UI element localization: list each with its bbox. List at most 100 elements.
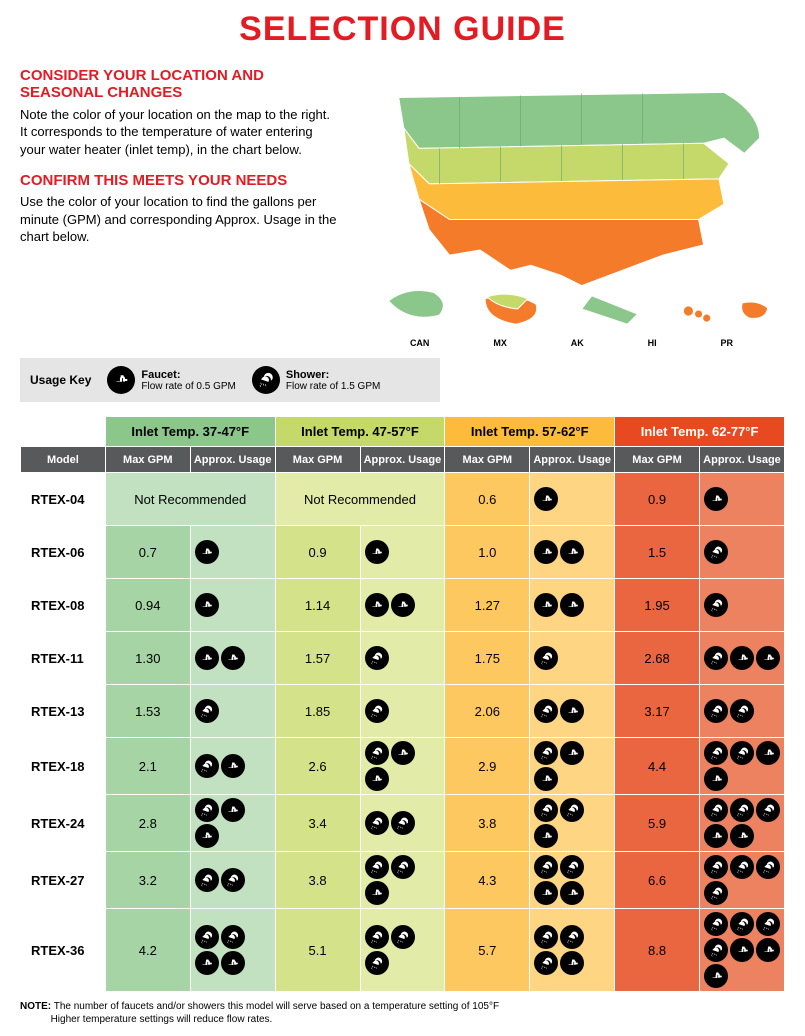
shower-icon: [221, 925, 245, 949]
faucet-icon: [534, 487, 558, 511]
shower-icon: [534, 798, 558, 822]
usage-cell: [360, 632, 445, 685]
usage-key-bar: Usage Key Faucet:Flow rate of 0.5 GPM Sh…: [20, 358, 440, 402]
gpm-cell: 5.7: [445, 909, 530, 992]
gpm-cell: 1.53: [105, 685, 190, 738]
gpm-cell: 1.5: [615, 526, 700, 579]
shower-icon: [730, 912, 754, 936]
gpm-cell: 4.2: [105, 909, 190, 992]
faucet-icon: [365, 881, 389, 905]
col-approx-usage: Approx. Usage: [530, 447, 615, 473]
faucet-icon: [195, 646, 219, 670]
faucet-icon: [756, 741, 780, 765]
shower-icon: [365, 646, 389, 670]
gpm-cell: 6.6: [615, 852, 700, 909]
table-row: RTEX-04Not RecommendedNot Recommended0.6…: [21, 473, 785, 526]
faucet-icon: [195, 951, 219, 975]
usage-cell: [530, 632, 615, 685]
usage-cell: [530, 738, 615, 795]
shower-icon: [704, 855, 728, 879]
usage-key-label: Usage Key: [30, 373, 91, 387]
table-row: RTEX-364.25.15.78.8: [21, 909, 785, 992]
gpm-cell: 1.14: [275, 579, 360, 632]
gpm-cell: 2.06: [445, 685, 530, 738]
usage-cell: [700, 795, 785, 852]
usage-cell: [700, 852, 785, 909]
zone-header-0: Inlet Temp. 37-47°F: [105, 417, 275, 447]
model-cell: RTEX-18: [21, 738, 106, 795]
usage-cell: [700, 685, 785, 738]
table-row: RTEX-131.531.852.063.17: [21, 685, 785, 738]
intro-head-1: CONSIDER YOUR LOCATION AND SEASONAL CHAN…: [20, 67, 340, 102]
intro-head-2: CONFIRM THIS MEETS YOUR NEEDS: [20, 172, 340, 189]
shower-icon: [560, 925, 584, 949]
usage-cell: [190, 579, 275, 632]
shower-icon: [560, 855, 584, 879]
col-max-gpm: Max GPM: [105, 447, 190, 473]
col-max-gpm: Max GPM: [615, 447, 700, 473]
faucet-icon: [560, 951, 584, 975]
model-header: Model: [21, 447, 106, 473]
faucet-icon: [534, 824, 558, 848]
faucet-icon: [221, 951, 245, 975]
gpm-cell: 1.30: [105, 632, 190, 685]
usage-cell: [530, 579, 615, 632]
faucet-icon: [560, 699, 584, 723]
gpm-cell: 3.4: [275, 795, 360, 852]
shower-icon: [704, 938, 728, 962]
zone-header-2: Inlet Temp. 57-62°F: [445, 417, 615, 447]
faucet-icon: [704, 824, 728, 848]
table-row: RTEX-242.83.43.85.9: [21, 795, 785, 852]
gpm-cell: 0.6: [445, 473, 530, 526]
model-cell: RTEX-13: [21, 685, 106, 738]
shower-icon: [704, 912, 728, 936]
intro-row: CONSIDER YOUR LOCATION AND SEASONAL CHAN…: [20, 67, 785, 348]
shower-icon: [704, 699, 728, 723]
gpm-cell: 1.85: [275, 685, 360, 738]
faucet-icon: [560, 593, 584, 617]
usage-cell: [190, 685, 275, 738]
shower-icon: [195, 699, 219, 723]
shower-icon: [756, 855, 780, 879]
shower-icon: [365, 811, 389, 835]
col-max-gpm: Max GPM: [275, 447, 360, 473]
shower-icon: [252, 366, 280, 394]
shower-icon: [195, 754, 219, 778]
faucet-icon: [756, 938, 780, 962]
usage-cell: [700, 579, 785, 632]
gpm-cell: 3.8: [275, 852, 360, 909]
model-cell: RTEX-24: [21, 795, 106, 852]
gpm-cell: 1.95: [615, 579, 700, 632]
gpm-cell: 3.2: [105, 852, 190, 909]
faucet-icon: [195, 540, 219, 564]
usa-map: [358, 67, 785, 331]
col-max-gpm: Max GPM: [445, 447, 530, 473]
gpm-cell: 4.4: [615, 738, 700, 795]
intro-para-1: Note the color of your location on the m…: [20, 106, 340, 159]
usage-cell: [700, 473, 785, 526]
faucet-icon: [365, 593, 389, 617]
usage-cell: [530, 795, 615, 852]
usage-cell: [190, 795, 275, 852]
faucet-icon: [730, 824, 754, 848]
faucet-icon: [391, 741, 415, 765]
model-cell: RTEX-36: [21, 909, 106, 992]
usage-cell: [530, 852, 615, 909]
shower-icon: [704, 881, 728, 905]
faucet-key-text: Faucet:Flow rate of 0.5 GPM: [141, 369, 235, 392]
usage-cell: [190, 909, 275, 992]
faucet-icon: [221, 798, 245, 822]
table-row: RTEX-111.301.571.752.68: [21, 632, 785, 685]
gpm-cell: 2.1: [105, 738, 190, 795]
footnote: NOTE: The number of faucets and/or showe…: [20, 1000, 785, 1026]
shower-icon: [704, 593, 728, 617]
shower-icon: [391, 855, 415, 879]
shower-icon: [534, 925, 558, 949]
gpm-cell: 0.7: [105, 526, 190, 579]
shower-icon: [534, 951, 558, 975]
intro-para-2: Use the color of your location to find t…: [20, 193, 340, 246]
col-approx-usage: Approx. Usage: [360, 447, 445, 473]
zone-header-1: Inlet Temp. 47-57°F: [275, 417, 445, 447]
usage-cell: [530, 526, 615, 579]
shower-icon: [221, 868, 245, 892]
